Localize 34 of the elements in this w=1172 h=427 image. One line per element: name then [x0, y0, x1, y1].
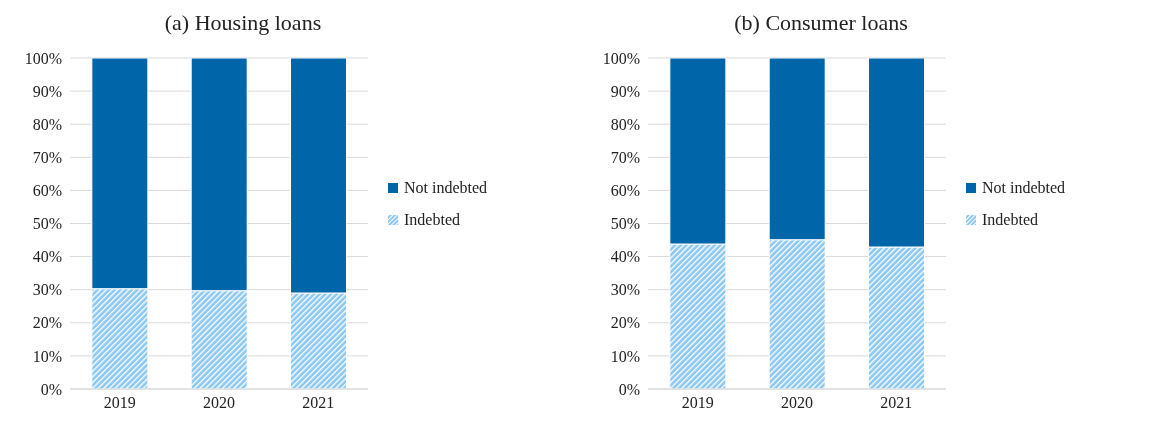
y-tick-label: 30% [32, 281, 62, 299]
y-tick-label: 0% [618, 380, 640, 398]
chart-title: (b) Consumer loans [733, 10, 909, 36]
y-tick-label: 10% [32, 347, 62, 365]
y-tick-label: 100% [24, 49, 62, 67]
y-tick-label: 10% [610, 347, 640, 365]
y-tick-label: 60% [32, 182, 62, 200]
y-tick-label: 80% [610, 115, 640, 133]
y-tick-label: 50% [32, 215, 62, 233]
y-tick-label: 90% [32, 82, 62, 100]
x-tick-label: 2020 [203, 394, 235, 412]
legend-label: Not indebted [982, 178, 1066, 197]
y-tick-label: 50% [610, 215, 640, 233]
y-tick-label: 70% [32, 148, 62, 166]
x-tick-label: 2021 [880, 394, 913, 412]
y-tick-label: 40% [32, 248, 62, 266]
y-tick-label: 90% [610, 82, 640, 100]
legend-label: Indebted [404, 210, 460, 229]
y-tick-label: 40% [610, 248, 640, 266]
y-tick-label: 20% [610, 314, 640, 332]
x-tick-label: 2021 [302, 394, 335, 412]
x-tick-label: 2019 [681, 394, 714, 412]
x-tick-label: 2019 [103, 394, 136, 412]
y-tick-label: 100% [602, 49, 640, 67]
chart-title: (a) Housing loans [163, 10, 323, 36]
legend-label: Not indebted [404, 178, 488, 197]
y-tick-label: 20% [32, 314, 62, 332]
x-tick-label: 2020 [781, 394, 813, 412]
y-tick-label: 80% [32, 115, 62, 133]
y-tick-label: 0% [40, 380, 62, 398]
legend-label: Indebted [982, 210, 1038, 229]
y-tick-label: 30% [610, 281, 640, 299]
y-tick-label: 60% [610, 182, 640, 200]
y-tick-label: 70% [610, 148, 640, 166]
